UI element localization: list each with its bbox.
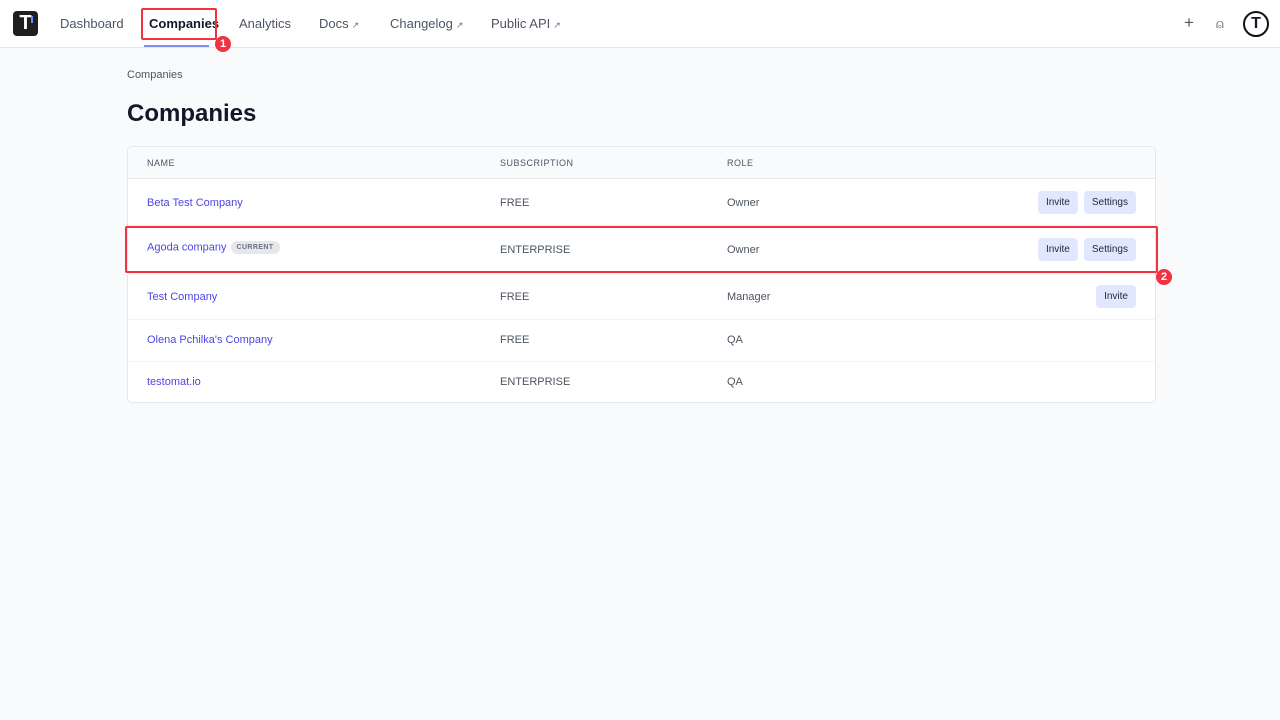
subscription: FREE [500, 197, 530, 209]
page-title: Companies [127, 100, 257, 127]
invite-button[interactable]: Invite [1037, 191, 1078, 214]
table-header: NAME SUBSCRIPTION ROLE [128, 147, 1155, 179]
help-icon[interactable]: ⍝ [1216, 16, 1224, 31]
invite-button[interactable]: Invite [1037, 238, 1078, 261]
company-link[interactable]: Agoda company [147, 241, 227, 254]
nav-public-api[interactable]: Public API ↗ [491, 16, 561, 31]
table-row: Olena Pchilka's Company FREE QA [128, 320, 1155, 362]
header-name: NAME [147, 158, 176, 168]
logo[interactable]: T [13, 11, 38, 36]
header-role: ROLE [727, 158, 754, 168]
subscription: ENTERPRISE [500, 376, 571, 388]
role: Owner [727, 244, 760, 256]
table-row: Agoda company CURRENT ENTERPRISE Owner In… [128, 226, 1155, 274]
role: Manager [727, 291, 771, 303]
subscription: FREE [500, 291, 530, 303]
avatar[interactable]: T [1243, 11, 1269, 37]
external-link-icon: ↗ [455, 20, 464, 30]
table-row: Beta Test Company FREE Owner Invite Setti… [128, 179, 1155, 226]
breadcrumb[interactable]: Companies [127, 69, 183, 81]
external-link-icon: ↗ [351, 20, 360, 30]
role: QA [727, 334, 743, 346]
table-row: testomat.io ENTERPRISE QA [128, 362, 1155, 402]
subscription: ENTERPRISE [500, 244, 571, 256]
annotation-box-1 [141, 8, 217, 40]
active-tab-indicator [144, 45, 209, 47]
company-link[interactable]: Olena Pchilka's Company [147, 334, 273, 346]
company-cell: Agoda company CURRENT [147, 241, 280, 254]
nav-docs[interactable]: Docs ↗ [319, 16, 360, 31]
role: Owner [727, 197, 760, 209]
company-link[interactable]: testomat.io [147, 376, 201, 388]
annotation-number-1: 1 [215, 36, 231, 52]
current-badge: CURRENT [230, 241, 280, 254]
company-link[interactable]: Beta Test Company [147, 197, 243, 209]
nav-changelog[interactable]: Changelog ↗ [390, 16, 464, 31]
annotation-box-2 [125, 226, 1158, 273]
annotation-number-2: 2 [1156, 269, 1172, 285]
table-row: Test Company FREE Manager Invite [128, 274, 1155, 320]
external-link-icon: ↗ [553, 20, 561, 30]
plus-icon[interactable]: + [1184, 13, 1194, 32]
nav-companies[interactable]: Companies [149, 16, 220, 31]
settings-button[interactable]: Settings [1083, 238, 1136, 261]
settings-button[interactable]: Settings [1083, 191, 1136, 214]
subscription: FREE [500, 334, 530, 346]
company-link[interactable]: Test Company [147, 291, 218, 303]
role: QA [727, 376, 743, 388]
invite-button[interactable]: Invite [1096, 285, 1136, 308]
companies-table: NAME SUBSCRIPTION ROLE Beta Test Company… [127, 146, 1156, 403]
header-subscription: SUBSCRIPTION [500, 158, 574, 168]
nav-analytics[interactable]: Analytics [239, 16, 292, 31]
nav-dashboard[interactable]: Dashboard [60, 16, 124, 31]
